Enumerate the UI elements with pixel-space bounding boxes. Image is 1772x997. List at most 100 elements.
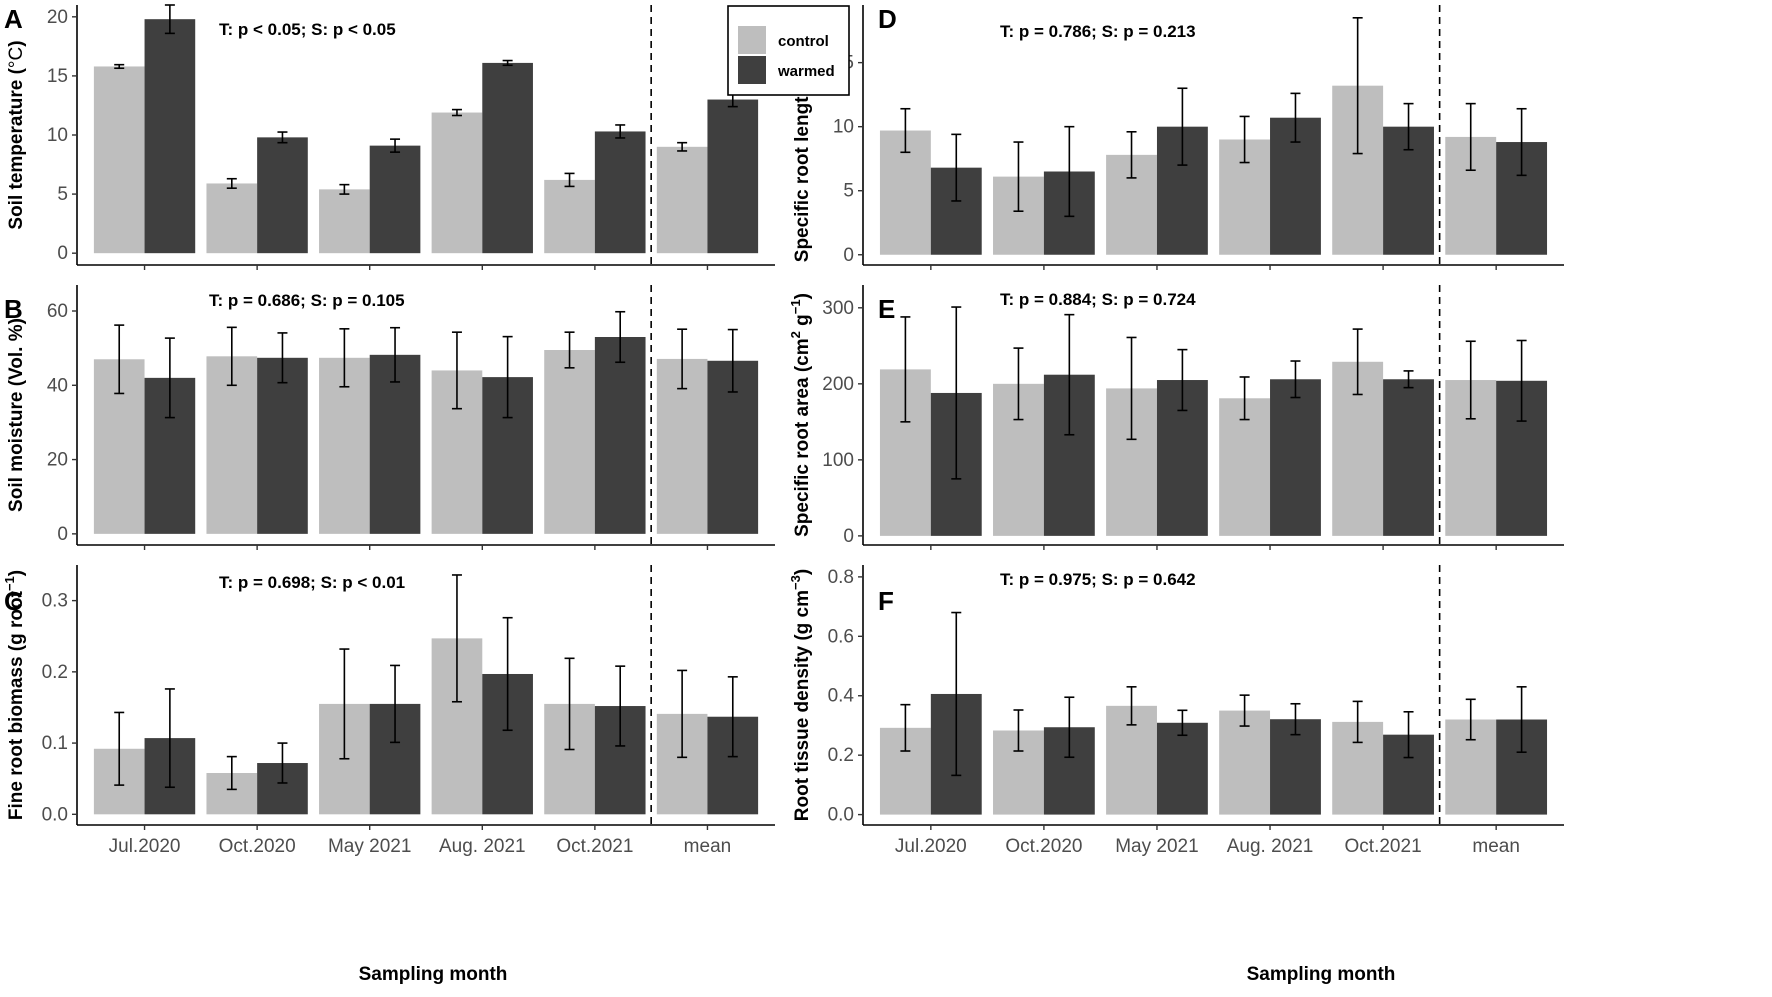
y-tick-label: 0 <box>843 245 854 266</box>
error-bar-warmed-oct-2021 <box>615 124 626 139</box>
legend-swatch-warmed <box>738 56 766 84</box>
error-bar-control-may-2021 <box>339 328 350 388</box>
error-bar-control-may-2021 <box>1126 336 1137 441</box>
error-bar-control-mean <box>1465 102 1476 172</box>
y-tick-label: 0.8 <box>828 567 854 588</box>
y-tick-label: 40 <box>47 375 68 396</box>
error-bar-control-jul-2020 <box>114 711 125 786</box>
y-axis-title: Soil temperature (°C) <box>6 40 27 229</box>
error-bar-control-aug-2021 <box>1239 694 1250 727</box>
bar-warmed-may-2021 <box>369 145 421 254</box>
y-tick-label: 0.4 <box>828 686 855 707</box>
error-bar-control-may-2021 <box>339 183 350 195</box>
y-axis-title-part: Specific root area (cm <box>792 338 813 537</box>
error-bar-control-aug-2021 <box>451 331 462 410</box>
error-bar-control-mean <box>677 328 688 390</box>
legend-swatch-control <box>738 26 766 54</box>
y-axis-title: Specific root area (cm2 g−1) <box>788 293 813 537</box>
p-value-annotation: T: p < 0.05; S: p < 0.05 <box>219 20 396 39</box>
bar-warmed-oct-2021 <box>594 337 646 534</box>
error-bar-control-aug-2021 <box>1239 376 1250 421</box>
bar-control-jul-2020 <box>93 66 145 254</box>
x-tick-label: May 2021 <box>328 836 411 857</box>
bar-warmed-may-2021 <box>1156 722 1208 815</box>
p-value-annotation: T: p = 0.786; S: p = 0.213 <box>1000 22 1196 41</box>
panel-d-specific-root-length: 051015T: p = 0.786; S: p = 0.213Specific… <box>788 5 1564 270</box>
error-bar-warmed-oct-2021 <box>1403 370 1414 389</box>
error-bar-control-oct-2021 <box>1352 17 1363 155</box>
y-axis-title-part: ) <box>6 570 27 576</box>
x-tick-label: mean <box>1472 836 1520 857</box>
error-bar-warmed-may-2021 <box>390 664 401 744</box>
y-axis-title-part: ) <box>792 569 813 575</box>
bar-control-mean <box>656 146 708 254</box>
error-bar-warmed-may-2021 <box>390 138 401 153</box>
legend-label-warmed: warmed <box>777 63 835 80</box>
y-tick-label: 200 <box>822 374 854 395</box>
y-tick-label: 0.0 <box>42 804 68 825</box>
error-bar-control-oct-2020 <box>1013 709 1024 752</box>
x-tick-label: Jul.2020 <box>895 836 967 857</box>
error-bar-warmed-oct-2020 <box>1064 125 1075 218</box>
x-axis-title-left: Sampling month <box>359 964 508 985</box>
error-bar-warmed-aug-2021 <box>1290 92 1301 143</box>
y-axis-title-part: ) <box>792 293 813 299</box>
error-bar-control-jul-2020 <box>900 316 911 423</box>
y-tick-label: 0.0 <box>828 805 854 826</box>
bar-warmed-oct-2020 <box>257 137 308 254</box>
panel-letter-e: E <box>878 294 895 324</box>
error-bar-warmed-jul-2020 <box>164 4 175 35</box>
panel-c-fine-root-biomass: 0.0 0.1 0.2 0.3 Jul.2020 Oct.2020 May 2021 Aug.… <box>2 565 775 857</box>
y-tick-label: 20 <box>47 450 68 471</box>
y-axis-title: Soil moisture (Vol. %) <box>6 318 27 512</box>
y-tick-label: 10 <box>47 125 68 146</box>
panel-b-soil-moisture: 0 20 40 60 T: p = 0.686; S: p = 0.105 Soil mo… <box>6 285 775 550</box>
error-bar-warmed-jul-2020 <box>164 688 175 789</box>
error-bar-warmed-aug-2021 <box>502 59 513 67</box>
error-bar-control-oct-2020 <box>1013 347 1024 421</box>
error-bar-warmed-jul-2020 <box>951 133 962 202</box>
y-tick-label: 60 <box>47 301 68 322</box>
y-axis-title: Fine root biomass (g root−1) <box>2 570 27 820</box>
error-bar-warmed-aug-2021 <box>502 616 513 732</box>
error-bar-control-oct-2021 <box>564 331 575 369</box>
bar-control-oct-2021 <box>544 350 595 534</box>
panel-letter-d: D <box>878 4 897 34</box>
y-tick-label: 0 <box>57 524 68 545</box>
error-bar-warmed-oct-2020 <box>1064 313 1075 436</box>
error-bar-warmed-mean <box>727 328 738 393</box>
p-value-annotation: T: p = 0.686; S: p = 0.105 <box>209 291 405 310</box>
p-value-annotation: T: p = 0.698; S: p < 0.01 <box>219 573 405 592</box>
error-bar-control-oct-2020 <box>226 326 237 387</box>
x-tick-label: Aug. 2021 <box>439 836 526 857</box>
error-bar-warmed-oct-2021 <box>615 665 626 747</box>
y-axis-title-part: °C <box>6 47 27 68</box>
bar-control-aug-2021 <box>431 112 483 254</box>
error-bar-control-jul-2020 <box>114 324 125 395</box>
error-bar-control-oct-2021 <box>564 172 575 188</box>
y-axis-title-superscript: −3 <box>788 575 803 590</box>
y-tick-label: 0.3 <box>42 591 68 612</box>
y-axis-title-part: g <box>792 314 813 331</box>
error-bar-warmed-may-2021 <box>390 326 401 383</box>
error-bar-warmed-oct-2020 <box>277 332 288 384</box>
y-axis-title-part: Soil temperature ( <box>6 67 27 229</box>
y-tick-label: 5 <box>57 184 68 205</box>
y-tick-label: 0 <box>57 243 68 264</box>
error-bar-control-mean <box>677 141 688 152</box>
y-axis-title: Root tissue density (g cm−3) <box>788 569 813 821</box>
y-axis-title-superscript: −1 <box>788 299 803 314</box>
error-bar-warmed-jul-2020 <box>951 306 962 480</box>
legend-label-control: control <box>778 33 829 50</box>
error-bar-warmed-mean <box>727 676 738 758</box>
error-bar-warmed-aug-2021 <box>1290 702 1301 736</box>
panel-letter-c: C <box>4 586 23 616</box>
error-bar-control-oct-2021 <box>1352 328 1363 396</box>
error-bar-warmed-aug-2021 <box>502 335 513 419</box>
x-tick-label: mean <box>684 836 732 857</box>
bar-warmed-oct-2021 <box>594 131 646 254</box>
error-bar-warmed-mean <box>1516 339 1527 422</box>
error-bar-control-oct-2020 <box>1013 141 1024 213</box>
error-bar-warmed-aug-2021 <box>1290 360 1301 399</box>
